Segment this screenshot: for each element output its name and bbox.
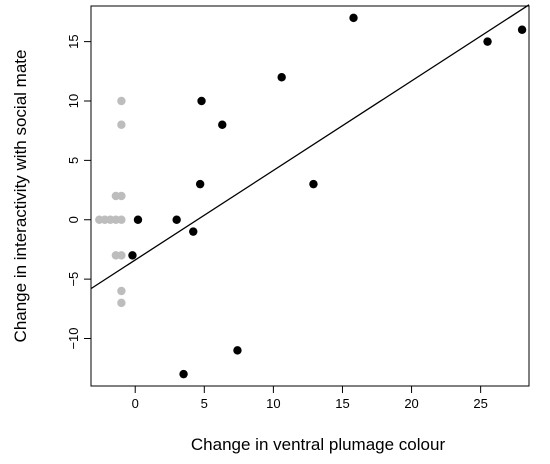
y-tick-label-3: 5	[66, 157, 81, 164]
point-s1-10	[117, 96, 126, 106]
point-s1-8	[117, 251, 126, 260]
y-tick-label-4: 10	[66, 94, 81, 108]
x-tick-label-1: 5	[201, 396, 208, 411]
point-s0-5	[197, 96, 206, 106]
regression-line	[90, 4, 530, 290]
point-s1-4	[117, 215, 126, 224]
point-s0-6	[218, 120, 227, 129]
point-s1-12	[117, 298, 126, 308]
point-s0-13	[517, 25, 527, 34]
points-layer	[95, 13, 527, 379]
point-s1-6	[117, 191, 126, 201]
y-tick-label-5: 15	[66, 34, 81, 48]
plot-frame	[90, 5, 530, 387]
y-tick-label-0: −10	[66, 327, 81, 349]
point-s0-4	[195, 179, 205, 189]
x-tick-label-0: 0	[132, 396, 139, 411]
y-axis-label: Change in interactivity with social mate	[11, 50, 30, 343]
point-s1-9	[117, 120, 126, 129]
point-s0-11	[349, 13, 358, 23]
y-tick-label-1: −5	[66, 272, 81, 287]
point-s0-7	[179, 369, 188, 379]
point-s1-11	[117, 286, 126, 296]
fit-line-layer	[90, 4, 530, 290]
point-s0-0	[128, 251, 137, 260]
x-tick-label-3: 15	[335, 396, 349, 411]
point-s0-1	[133, 215, 143, 224]
point-s0-3	[189, 227, 198, 236]
axis-ticks: 0 5 10 15 20 25 −10 −5 0 5 10 15	[66, 34, 488, 411]
point-s0-8	[233, 346, 242, 355]
x-tick-label-5: 25	[473, 396, 487, 411]
point-s0-9	[277, 73, 286, 82]
point-s0-2	[172, 215, 181, 224]
y-tick-label-2: 0	[66, 216, 81, 223]
x-axis-label: Change in ventral plumage colour	[191, 435, 446, 454]
x-tick-label-4: 20	[404, 396, 418, 411]
point-s0-10	[309, 179, 318, 189]
point-s0-12	[483, 37, 492, 46]
x-tick-label-2: 10	[266, 396, 280, 411]
